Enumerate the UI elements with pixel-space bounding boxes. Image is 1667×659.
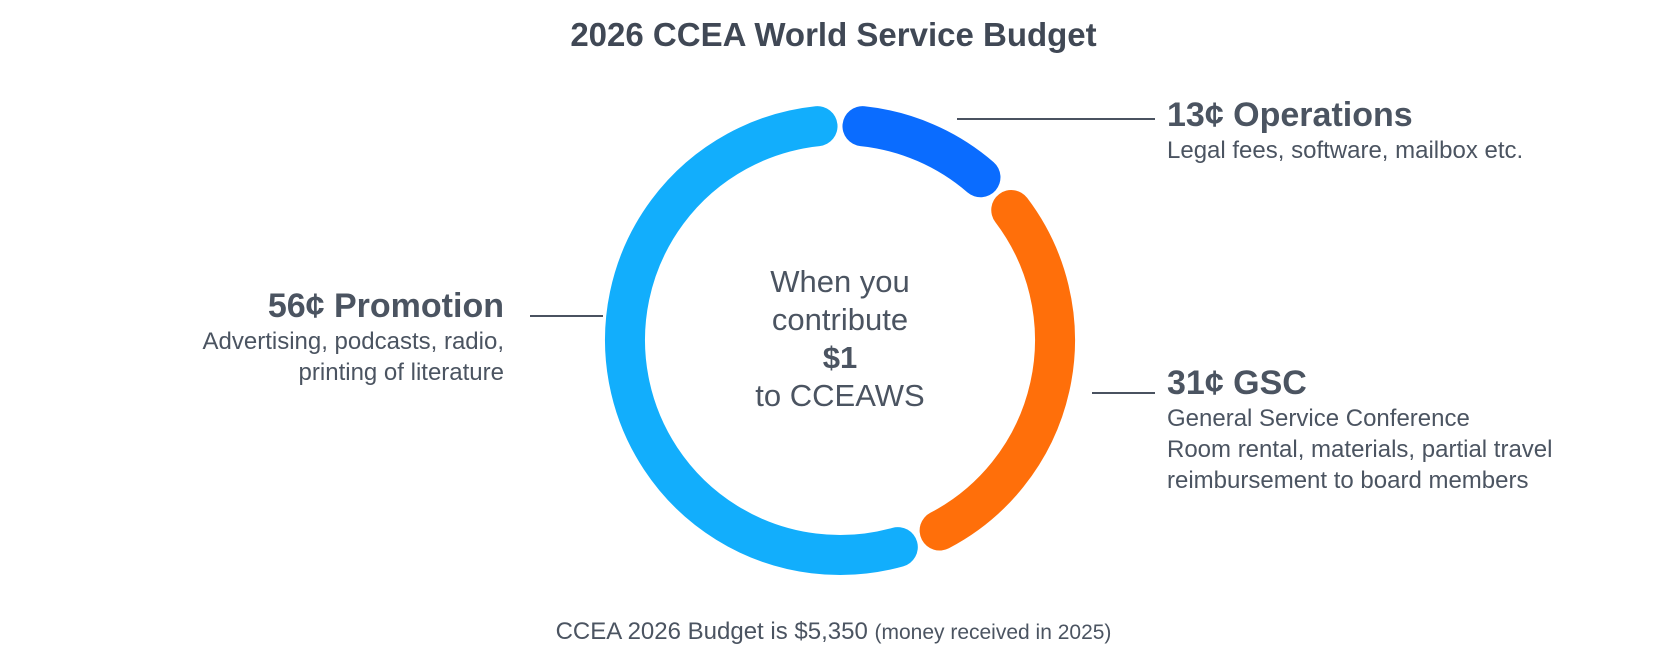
label-gsc: 31¢ GSC General Service Conference Room … [1167,363,1552,496]
center-amount: $1 [822,340,858,375]
label-gsc-desc-3: reimbursement to board members [1167,467,1529,494]
label-gsc-desc-1: General Service Conference [1167,405,1470,432]
label-promotion-title: 56¢ Promotion [267,287,504,325]
label-operations-title: 13¢ Operations [1167,96,1413,134]
footer-note: (money received in 2025) [874,621,1112,644]
label-promotion-desc-1: Advertising, podcasts, radio, [202,328,505,355]
label-promotion-desc-2: printing of literature [298,359,504,386]
budget-footer: CCEA 2026 Budget is $5,350 (money receiv… [0,618,1667,646]
slice-gsc [919,190,1075,551]
slice-operations [842,106,1001,198]
center-message: When you contribute $1 to CCEAWS [690,263,990,415]
label-operations: 13¢ Operations Legal fees, software, mai… [1167,95,1523,166]
footer-text: CCEA 2026 Budget is $5,350 [555,618,868,645]
label-operations-desc-1: Legal fees, software, mailbox etc. [1167,137,1524,164]
center-line-1: When you [770,264,910,299]
center-line-2: contribute [771,302,909,337]
label-promotion: 56¢ Promotion Advertising, podcasts, rad… [203,286,505,388]
chart-title: 2026 CCEA World Service Budget [570,16,1097,53]
slice-promotion [605,106,918,575]
label-gsc-title: 31¢ GSC [1167,364,1307,402]
label-gsc-desc-2: Room rental, materials, partial travel [1167,436,1553,463]
center-line-3: to CCEAWS [755,378,925,413]
